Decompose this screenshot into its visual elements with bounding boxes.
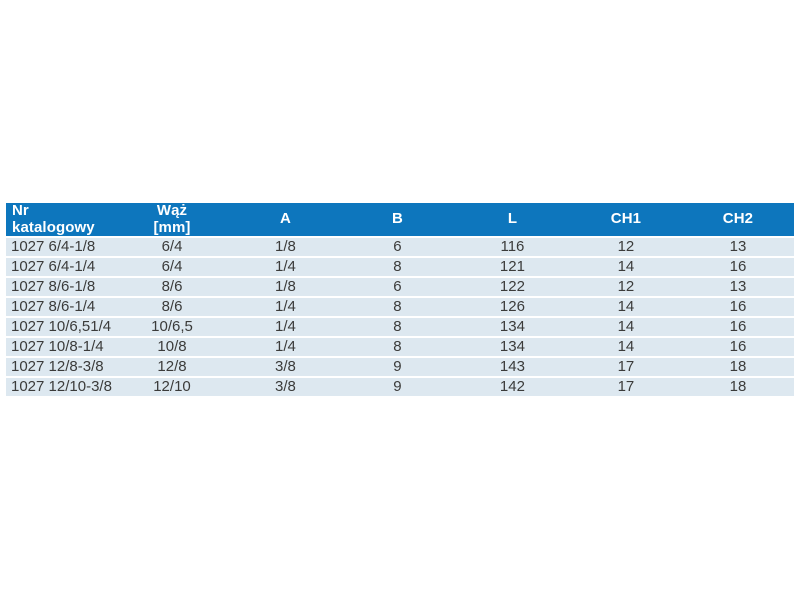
header-row: Nr katalogowy Wąż [mm] A B L CH1 CH2 [6, 203, 794, 236]
table-cell: 14 [569, 338, 682, 356]
table-cell: 121 [454, 258, 570, 276]
table-cell: 8/6 [113, 298, 231, 316]
column-header-sublabel: [mm] [153, 218, 191, 236]
table-cell: 116 [454, 238, 570, 256]
catalog-number-cell: 1027 6/4-1/8 [6, 238, 114, 256]
table-cell: 13 [681, 238, 794, 256]
column-header-label: Nr katalogowy [12, 202, 95, 236]
table-cell: 12/10 [113, 378, 231, 396]
column-header: CH1 [569, 203, 682, 236]
table-cell: 6/4 [113, 258, 231, 276]
column-header: L [454, 203, 570, 236]
table-cell: 16 [681, 338, 794, 356]
table-row: 1027 8/6-1/4 8/6 1/4 8 126 14 16 [6, 298, 794, 316]
table-cell: 9 [339, 358, 455, 376]
table-cell: 6 [339, 278, 455, 296]
table-cell: 14 [569, 298, 682, 316]
catalog-number-cell: 1027 8/6-1/4 [6, 298, 114, 316]
table-cell: 13 [681, 278, 794, 296]
table-row: 1027 10/8-1/4 10/8 1/4 8 134 14 16 [6, 338, 794, 356]
product-spec-table: Nr katalogowy Wąż [mm] A B L CH1 CH2 1027 6/4-1… [6, 201, 794, 398]
table-cell: 12 [569, 238, 682, 256]
table-cell: 122 [454, 278, 570, 296]
table-cell: 8 [339, 318, 455, 336]
table-cell: 143 [454, 358, 570, 376]
column-header: CH2 [681, 203, 794, 236]
table-cell: 1/8 [230, 238, 340, 256]
table-head: Nr katalogowy Wąż [mm] A B L CH1 CH2 [6, 203, 794, 236]
column-header-label: L [507, 210, 518, 228]
table-cell: 8/6 [113, 278, 231, 296]
table-row: 1027 6/4-1/8 6/4 1/8 6 116 12 13 [6, 238, 794, 256]
table-cell: 134 [454, 318, 570, 336]
table-cell: 8 [339, 258, 455, 276]
table-cell: 10/6,5 [113, 318, 231, 336]
table-cell: 126 [454, 298, 570, 316]
table-row: 1027 6/4-1/4 6/4 1/4 8 121 14 16 [6, 258, 794, 276]
column-header: Wąż [mm] [113, 203, 231, 236]
table-cell: 8 [339, 298, 455, 316]
table-cell: 134 [454, 338, 570, 356]
column-header-label: CH1 [610, 210, 642, 228]
table-cell: 17 [569, 358, 682, 376]
table-body: 1027 6/4-1/8 6/4 1/8 6 116 12 13 1027 6/4-1/4 6/… [6, 238, 794, 396]
table-cell: 3/8 [230, 358, 340, 376]
catalog-number-cell: 1027 12/8-3/8 [6, 358, 114, 376]
table-cell: 6/4 [113, 238, 231, 256]
catalog-number-cell: 1027 10/8-1/4 [6, 338, 114, 356]
catalog-number-cell: 1027 8/6-1/8 [6, 278, 114, 296]
column-header-label: CH2 [722, 210, 754, 228]
table-cell: 17 [569, 378, 682, 396]
table-row: 1027 12/10-3/8 12/10 3/8 9 142 17 18 [6, 378, 794, 396]
table-cell: 3/8 [230, 378, 340, 396]
table-cell: 18 [681, 378, 794, 396]
table-cell: 1/4 [230, 298, 340, 316]
table-cell: 14 [569, 258, 682, 276]
column-header-label: A [280, 210, 291, 228]
table-cell: 12/8 [113, 358, 231, 376]
table-cell: 1/8 [230, 278, 340, 296]
table-row: 1027 10/6,51/4 10/6,5 1/4 8 134 14 16 [6, 318, 794, 336]
column-header: B [339, 203, 455, 236]
table-cell: 9 [339, 378, 455, 396]
table-cell: 12 [569, 278, 682, 296]
column-header: A [230, 203, 340, 236]
column-header-label: Wąż [156, 202, 188, 220]
table-cell: 1/4 [230, 338, 340, 356]
catalog-number-cell: 1027 6/4-1/4 [6, 258, 114, 276]
table-cell: 18 [681, 358, 794, 376]
column-header-label: B [391, 210, 403, 228]
table-cell: 8 [339, 338, 455, 356]
table-cell: 10/8 [113, 338, 231, 356]
table-cell: 14 [569, 318, 682, 336]
table-cell: 16 [681, 318, 794, 336]
table-row: 1027 12/8-3/8 12/8 3/8 9 143 17 18 [6, 358, 794, 376]
table-cell: 142 [454, 378, 570, 396]
table-cell: 1/4 [230, 258, 340, 276]
table-cell: 6 [339, 238, 455, 256]
catalog-number-cell: 1027 10/6,51/4 [6, 318, 114, 336]
table-cell: 16 [681, 258, 794, 276]
catalog-number-cell: 1027 12/10-3/8 [6, 378, 114, 396]
table-cell: 16 [681, 298, 794, 316]
table-cell: 1/4 [230, 318, 340, 336]
table-row: 1027 8/6-1/8 8/6 1/8 6 122 12 13 [6, 278, 794, 296]
column-header: Nr katalogowy [6, 202, 114, 236]
